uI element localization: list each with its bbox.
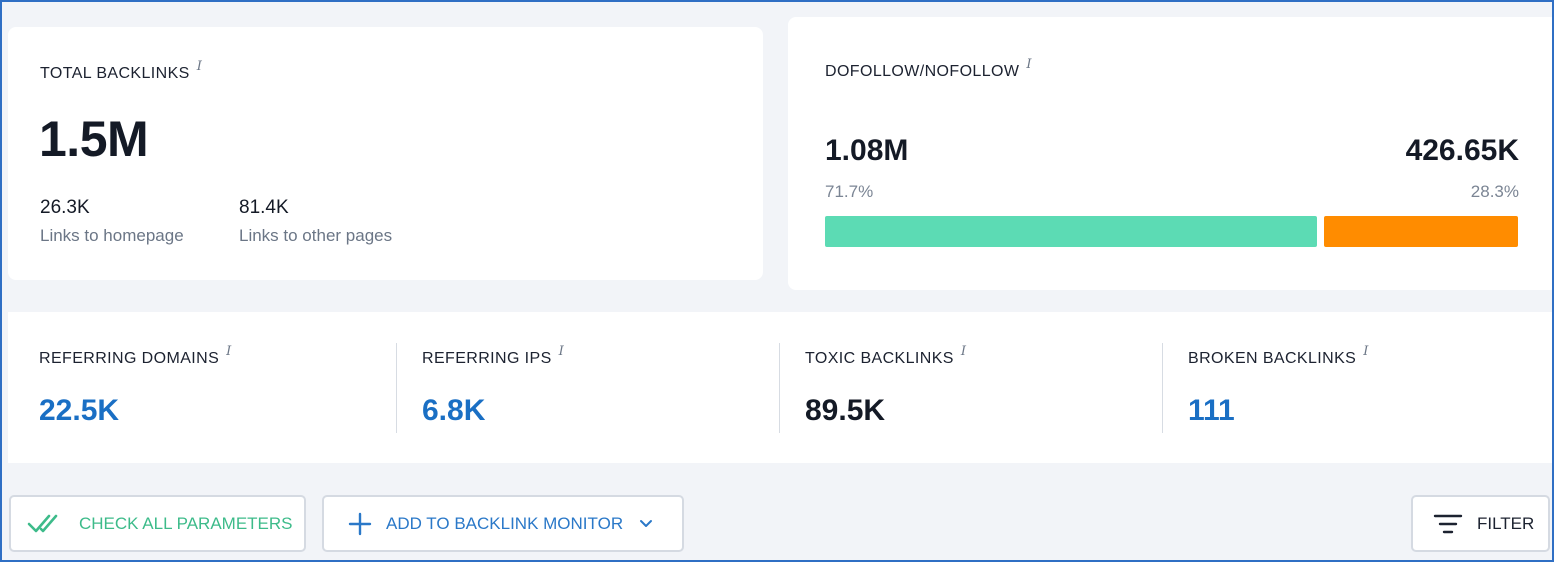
- chevron-down-icon[interactable]: [639, 519, 653, 529]
- stat-title: REFERRING DOMAINS i: [39, 344, 232, 368]
- broken-backlinks-value[interactable]: 111: [1188, 394, 1235, 427]
- filter-label: FILTER: [1477, 513, 1535, 533]
- total-backlinks-value: 1.5M: [39, 111, 149, 167]
- stat-referring-ips: REFERRING IPS i 6.8K: [397, 312, 780, 463]
- nofollow-value: 426.65K: [1405, 134, 1519, 167]
- nofollow-bar: [1324, 216, 1518, 247]
- stat-divider: [396, 343, 397, 433]
- info-icon[interactable]: i: [196, 59, 203, 74]
- double-check-icon: [27, 513, 65, 535]
- stat-title: REFERRING IPS i: [422, 344, 564, 368]
- stat-title-text: TOXIC BACKLINKS: [805, 350, 954, 367]
- stat-divider: [779, 343, 780, 433]
- total-backlinks-title: TOTAL BACKLINKS i: [40, 59, 202, 83]
- stat-broken-backlinks: BROKEN BACKLINKS i 111: [1163, 312, 1546, 463]
- dofollow-nofollow-title: DOFOLLOW/NOFOLLOW i: [825, 57, 1032, 81]
- dofollow-value: 1.08M: [825, 134, 909, 167]
- referring-domains-value[interactable]: 22.5K: [39, 394, 120, 427]
- total-backlinks-title-text: TOTAL BACKLINKS: [40, 65, 190, 82]
- add-to-backlink-monitor-label: ADD TO BACKLINK MONITOR: [386, 513, 624, 533]
- homepage-links-value: 26.3K: [40, 197, 90, 218]
- stat-toxic-backlinks: TOXIC BACKLINKS i 89.5K: [780, 312, 1163, 463]
- filter-icon: [1433, 513, 1463, 535]
- stat-title-text: BROKEN BACKLINKS: [1188, 350, 1357, 367]
- stats-row: REFERRING DOMAINS i 22.5K REFERRING IPS i …: [8, 312, 1552, 463]
- stat-divider: [1162, 343, 1163, 433]
- dofollow-nofollow-title-text: DOFOLLOW/NOFOLLOW: [825, 63, 1020, 80]
- total-backlinks-card: TOTAL BACKLINKS i 1.5M 26.3K Links to hom…: [8, 27, 763, 280]
- stat-title-text: REFERRING DOMAINS: [39, 350, 220, 367]
- check-all-parameters-button[interactable]: CHECK ALL PARAMETERS: [9, 495, 306, 552]
- stat-title: BROKEN BACKLINKS i: [1188, 344, 1369, 368]
- info-icon[interactable]: i: [226, 344, 232, 359]
- info-icon[interactable]: i: [960, 344, 967, 359]
- dofollow-percent: 71.7%: [825, 182, 874, 201]
- dofollow-nofollow-card: DOFOLLOW/NOFOLLOW i 1.08M 426.65K 71.7% 2…: [788, 17, 1552, 290]
- stat-referring-domains: REFERRING DOMAINS i 22.5K: [8, 312, 391, 463]
- info-icon[interactable]: i: [1363, 344, 1369, 359]
- referring-ips-value[interactable]: 6.8K: [422, 394, 486, 427]
- stat-title-text: REFERRING IPS: [422, 350, 552, 367]
- nofollow-percent: 28.3%: [1470, 182, 1519, 201]
- add-to-backlink-monitor-button[interactable]: ADD TO BACKLINK MONITOR: [322, 495, 684, 552]
- info-icon[interactable]: i: [1026, 57, 1032, 72]
- other-pages-links-caption: Links to other pages: [239, 226, 393, 245]
- check-all-parameters-label: CHECK ALL PARAMETERS: [79, 513, 293, 533]
- homepage-links-caption: Links to homepage: [40, 226, 184, 245]
- dofollow-bar: [825, 216, 1317, 247]
- toxic-backlinks-value: 89.5K: [805, 394, 886, 427]
- info-icon[interactable]: i: [558, 344, 565, 359]
- plus-icon: [348, 512, 372, 536]
- filter-button[interactable]: FILTER: [1411, 495, 1550, 552]
- other-pages-links-value: 81.4K: [239, 197, 289, 218]
- stat-title: TOXIC BACKLINKS i: [805, 344, 966, 368]
